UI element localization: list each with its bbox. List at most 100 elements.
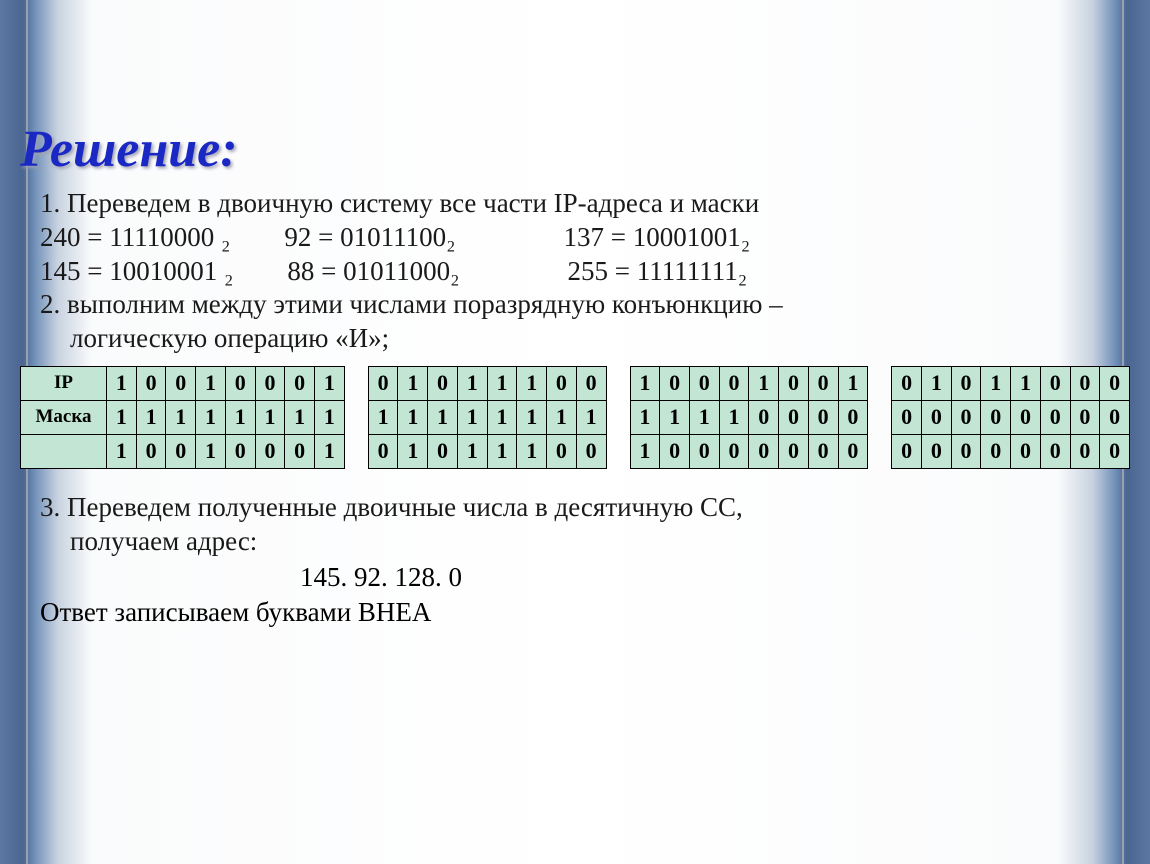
bit-cell: 1 xyxy=(196,434,226,468)
bit-cell: 0 xyxy=(779,366,809,400)
bit-cell: 1 xyxy=(107,366,137,400)
bit-cell: 0 xyxy=(136,366,166,400)
bit-cell: 1 xyxy=(517,400,547,434)
bit-cell: 0 xyxy=(892,434,922,468)
bit-cell: 0 xyxy=(719,366,749,400)
bit-cell: 0 xyxy=(921,400,951,434)
bit-cell: 1 xyxy=(315,434,345,468)
bit-cell: 0 xyxy=(285,434,315,468)
bit-cell: 1 xyxy=(921,366,951,400)
conversion-line-2: 145 = 10010001 ₂ 88 = 01011000₂ 255 = 11… xyxy=(20,255,1130,289)
bit-cell: 0 xyxy=(779,434,809,468)
bit-cell: 1 xyxy=(285,400,315,434)
bit-cell: 0 xyxy=(428,434,458,468)
bit-cell: 1 xyxy=(660,400,690,434)
bit-cell: 0 xyxy=(368,434,398,468)
bit-cell: 0 xyxy=(1070,366,1100,400)
bit-cell: 0 xyxy=(808,366,838,400)
bit-cell: 1 xyxy=(838,366,868,400)
bit-cell: 1 xyxy=(315,400,345,434)
bit-cell: 1 xyxy=(1011,366,1041,400)
bit-cell: 0 xyxy=(749,400,779,434)
bit-cell: 1 xyxy=(487,366,517,400)
bit-cell: 0 xyxy=(1040,434,1070,468)
bit-cell: 0 xyxy=(225,366,255,400)
bit-cell: 0 xyxy=(576,366,606,400)
bit-cell: 0 xyxy=(547,434,577,468)
bit-cell: 1 xyxy=(630,434,660,468)
bit-cell: 0 xyxy=(225,434,255,468)
bit-cell: 0 xyxy=(1070,434,1100,468)
answer-line: Ответ записываем буквами ВНЕА xyxy=(20,597,1130,628)
bit-cell: 0 xyxy=(1100,400,1130,434)
octet-gap xyxy=(606,434,630,468)
bit-cell: 1 xyxy=(368,400,398,434)
bit-cell: 1 xyxy=(196,400,226,434)
bit-cell: 0 xyxy=(1070,400,1100,434)
bit-cell: 0 xyxy=(136,434,166,468)
bit-cell: 1 xyxy=(749,366,779,400)
bit-cell: 1 xyxy=(630,366,660,400)
bit-cell: 0 xyxy=(838,434,868,468)
bit-cell: 0 xyxy=(1100,366,1130,400)
bit-cell: 1 xyxy=(547,400,577,434)
octet-gap xyxy=(606,400,630,434)
bit-table: IP10010001010111001000100101011000Маска1… xyxy=(20,366,1130,469)
slide-title: Решение: xyxy=(20,120,1130,179)
bit-cell: 1 xyxy=(166,400,196,434)
bit-cell: 0 xyxy=(838,400,868,434)
bit-cell: 0 xyxy=(1011,434,1041,468)
bit-cell: 0 xyxy=(1011,400,1041,434)
bit-cell: 0 xyxy=(368,366,398,400)
bit-cell: 0 xyxy=(892,400,922,434)
octet-gap xyxy=(344,434,368,468)
bit-cell: 0 xyxy=(285,366,315,400)
bit-cell: 0 xyxy=(892,366,922,400)
bit-cell: 0 xyxy=(719,434,749,468)
bit-cell: 0 xyxy=(255,366,285,400)
bit-cell: 0 xyxy=(166,434,196,468)
step-3a: 3. Переведем полученные двоичные числа в… xyxy=(20,491,1130,525)
step-1: 1. Переведем в двоичную систему все част… xyxy=(20,187,1130,221)
bit-cell: 1 xyxy=(630,400,660,434)
bit-cell: 0 xyxy=(255,434,285,468)
bit-cell: 1 xyxy=(398,366,428,400)
bit-cell: 1 xyxy=(487,400,517,434)
bit-cell: 1 xyxy=(576,400,606,434)
bit-cell: 1 xyxy=(107,434,137,468)
octet-gap xyxy=(868,434,892,468)
bit-cell: 1 xyxy=(457,366,487,400)
octet-gap xyxy=(344,400,368,434)
step-3b: получаем адрес: xyxy=(20,525,1130,559)
bit-cell: 0 xyxy=(779,400,809,434)
bit-cell: 0 xyxy=(660,366,690,400)
bit-cell: 1 xyxy=(315,366,345,400)
bit-cell: 1 xyxy=(719,400,749,434)
bit-cell: 0 xyxy=(921,434,951,468)
bit-cell: 0 xyxy=(951,366,981,400)
bit-cell: 0 xyxy=(808,400,838,434)
bit-cell: 0 xyxy=(981,400,1011,434)
bit-cell: 0 xyxy=(689,366,719,400)
bit-cell: 0 xyxy=(660,434,690,468)
slide-content: Решение: 1. Переведем в двоичную систему… xyxy=(0,0,1150,628)
bit-cell: 0 xyxy=(981,434,1011,468)
octet-gap xyxy=(606,366,630,400)
row-label: IP xyxy=(21,366,107,400)
bit-cell: 1 xyxy=(981,366,1011,400)
bit-cell: 0 xyxy=(576,434,606,468)
bit-cell: 1 xyxy=(517,434,547,468)
octet-gap xyxy=(868,366,892,400)
bit-cell: 1 xyxy=(255,400,285,434)
row-label: Маска xyxy=(21,400,107,434)
step-2a: 2. выполним между этими числами поразряд… xyxy=(20,288,1130,322)
bit-cell: 0 xyxy=(428,366,458,400)
bit-cell: 0 xyxy=(951,400,981,434)
bit-cell: 0 xyxy=(689,434,719,468)
bit-cell: 0 xyxy=(166,366,196,400)
row-label xyxy=(21,434,107,468)
result-ip: 145. 92. 128. 0 xyxy=(20,562,1130,593)
octet-gap xyxy=(868,400,892,434)
bit-cell: 1 xyxy=(428,400,458,434)
bit-cell: 1 xyxy=(136,400,166,434)
